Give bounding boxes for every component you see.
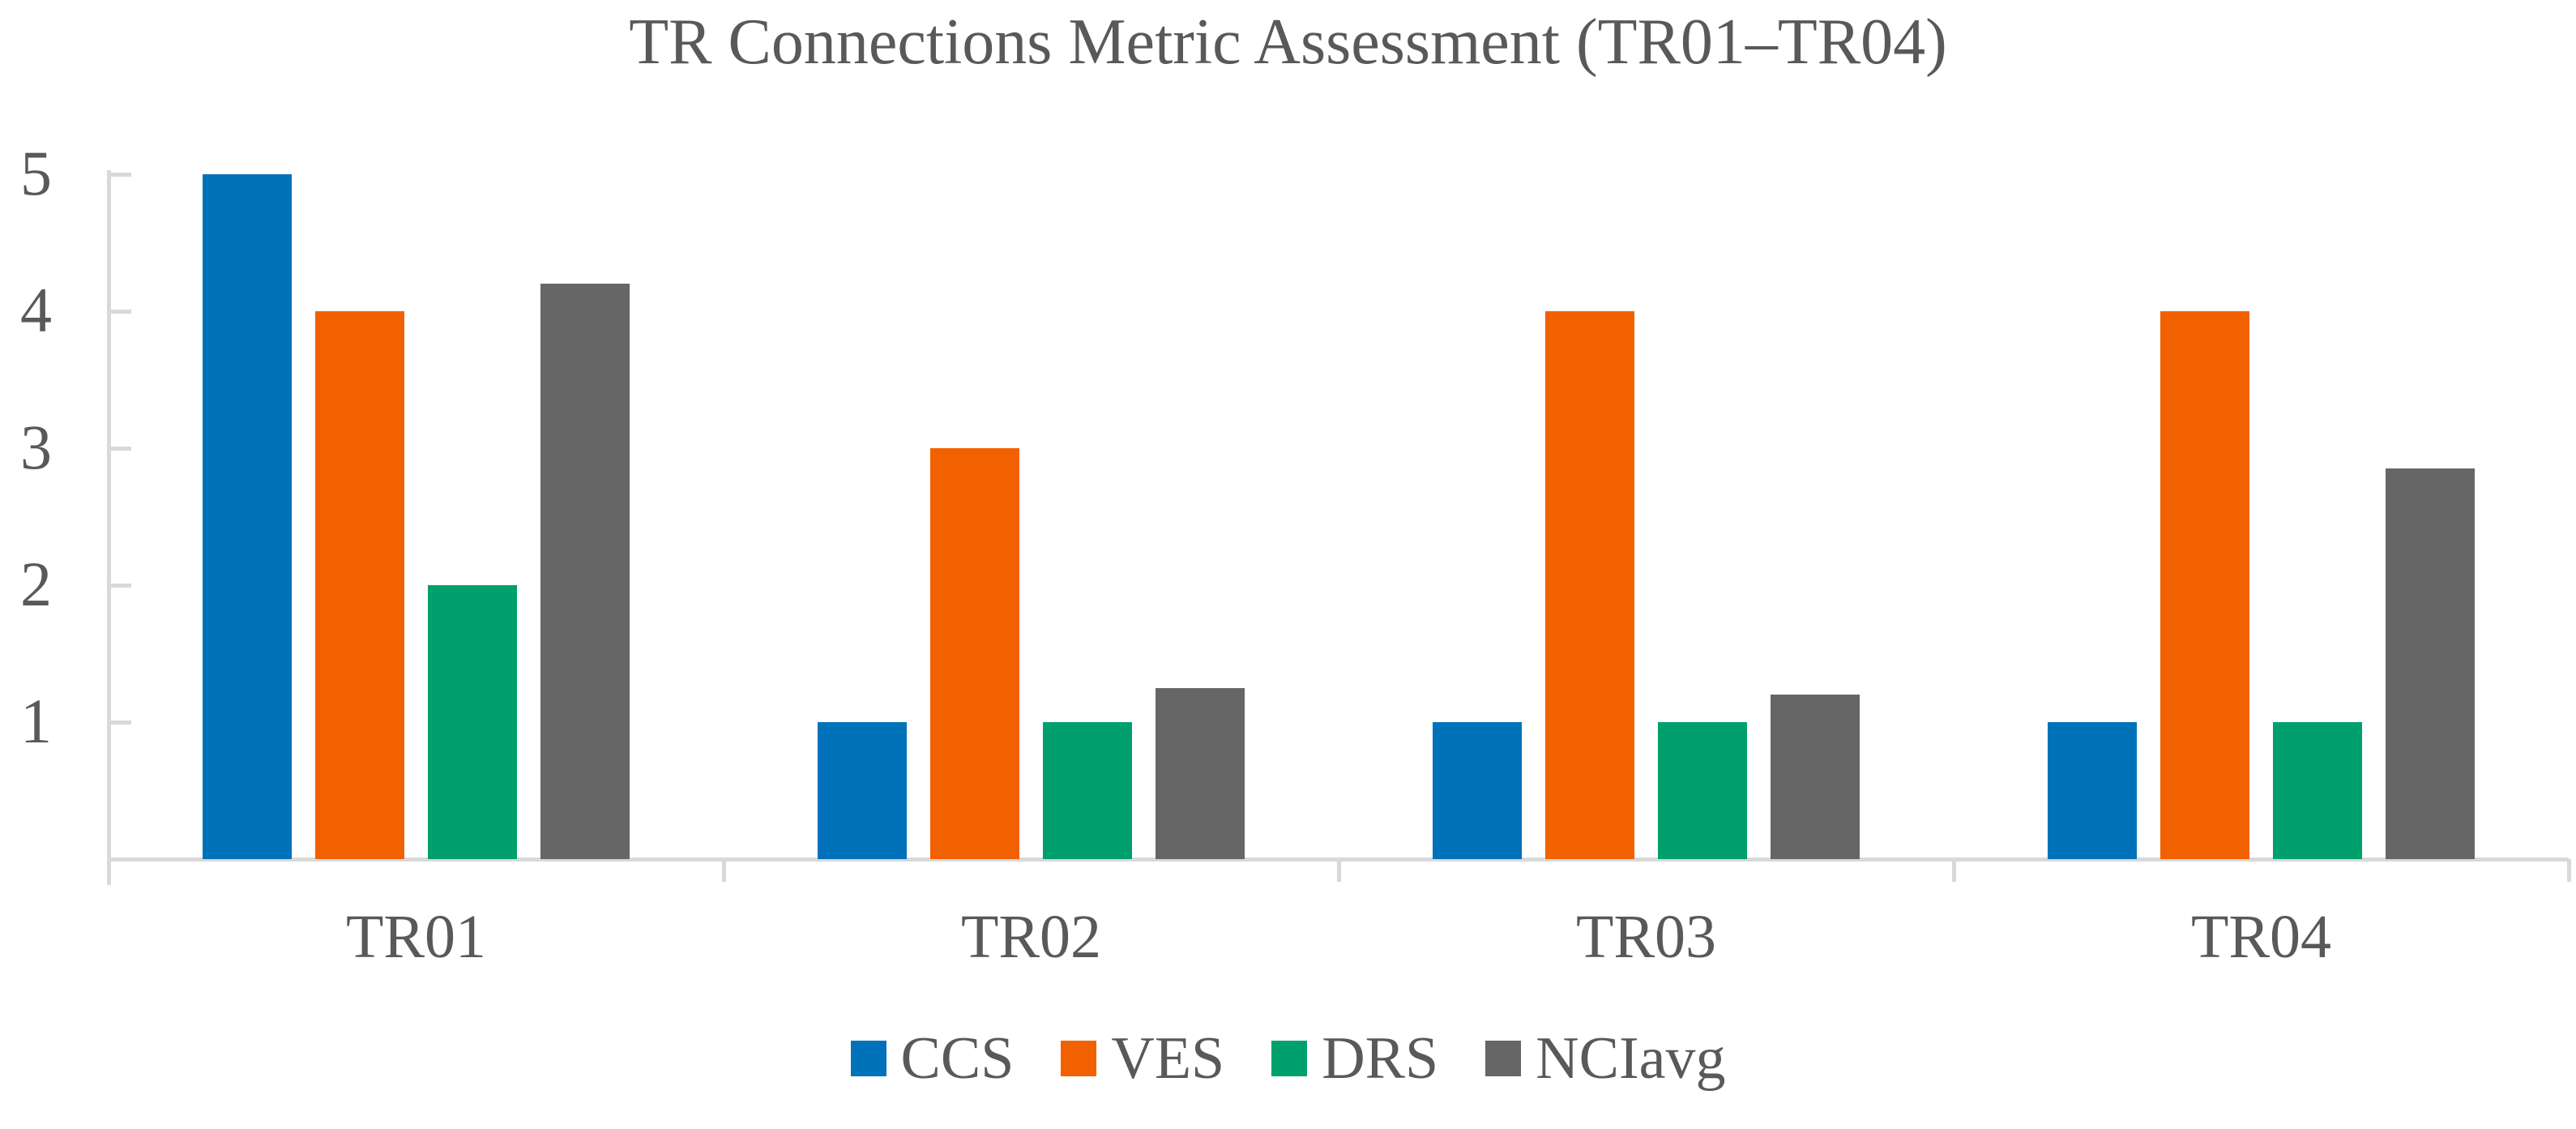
bar-tr04-ves <box>2160 311 2249 859</box>
bar-tr03-ccs <box>1433 722 1522 859</box>
x-axis-tick <box>722 859 726 882</box>
y-axis-tick <box>109 173 131 177</box>
bar-tr03-nciavg <box>1771 695 1860 859</box>
x-axis-tick <box>2567 859 2571 882</box>
legend-item-drs: DRS <box>1271 1029 1438 1088</box>
legend-swatch-icon <box>850 1041 886 1076</box>
x-axis-tick <box>107 859 111 882</box>
bar-tr01-nciavg <box>540 284 630 859</box>
chart-title: TR Connections Metric Assessment (TR01–T… <box>629 6 1947 78</box>
bar-tr02-drs <box>1043 722 1132 859</box>
legend: CCS VES DRS NCIavg <box>0 1010 2576 1107</box>
legend-label: DRS <box>1322 1025 1439 1092</box>
bar-tr02-nciavg <box>1156 687 1245 859</box>
bar-tr01-drs <box>428 585 517 859</box>
bar-tr03-drs <box>1658 722 1747 859</box>
legend-label: NCIavg <box>1536 1025 1726 1092</box>
legend-swatch-icon <box>1271 1041 1308 1076</box>
y-axis-tick <box>109 310 131 314</box>
legend-item-nciavg: NCIavg <box>1485 1029 1725 1088</box>
x-axis-tick <box>1952 859 1956 882</box>
y-axis-line <box>107 170 111 885</box>
y-axis-tick <box>109 721 131 725</box>
y-axis-tick-label: 1 <box>20 686 52 756</box>
legend-swatch-icon <box>1485 1041 1522 1076</box>
bar-tr04-drs <box>2273 722 2362 859</box>
y-axis-tick <box>109 584 131 588</box>
legend-item-ves: VES <box>1061 1029 1224 1088</box>
bar-tr04-ccs <box>2048 722 2137 859</box>
y-axis-tick-label: 3 <box>20 412 52 482</box>
bar-tr01-ccs <box>203 174 292 859</box>
bar-tr03-ves <box>1545 311 1634 859</box>
x-axis-category-label: TR04 <box>2190 903 2332 971</box>
bar-tr04-nciavg <box>2386 468 2475 859</box>
y-axis-tick-label: 5 <box>20 138 52 208</box>
x-axis-tick <box>1337 859 1341 882</box>
legend-swatch-icon <box>1061 1041 1097 1076</box>
legend-label: CCS <box>900 1025 1015 1092</box>
y-axis-tick <box>109 447 131 451</box>
bar-tr02-ves <box>930 448 1019 859</box>
bar-tr02-ccs <box>818 722 907 859</box>
x-axis-category-label: TR02 <box>960 903 1102 971</box>
y-axis-tick-label: 2 <box>20 549 52 619</box>
legend-item-ccs: CCS <box>850 1025 1015 1092</box>
bar-tr01-ves <box>315 311 404 859</box>
legend-label: VES <box>1111 1025 1225 1092</box>
y-axis-tick-label: 4 <box>20 275 52 345</box>
x-axis-category-label: TR03 <box>1575 903 1717 971</box>
x-axis-category-label: TR01 <box>345 903 487 971</box>
